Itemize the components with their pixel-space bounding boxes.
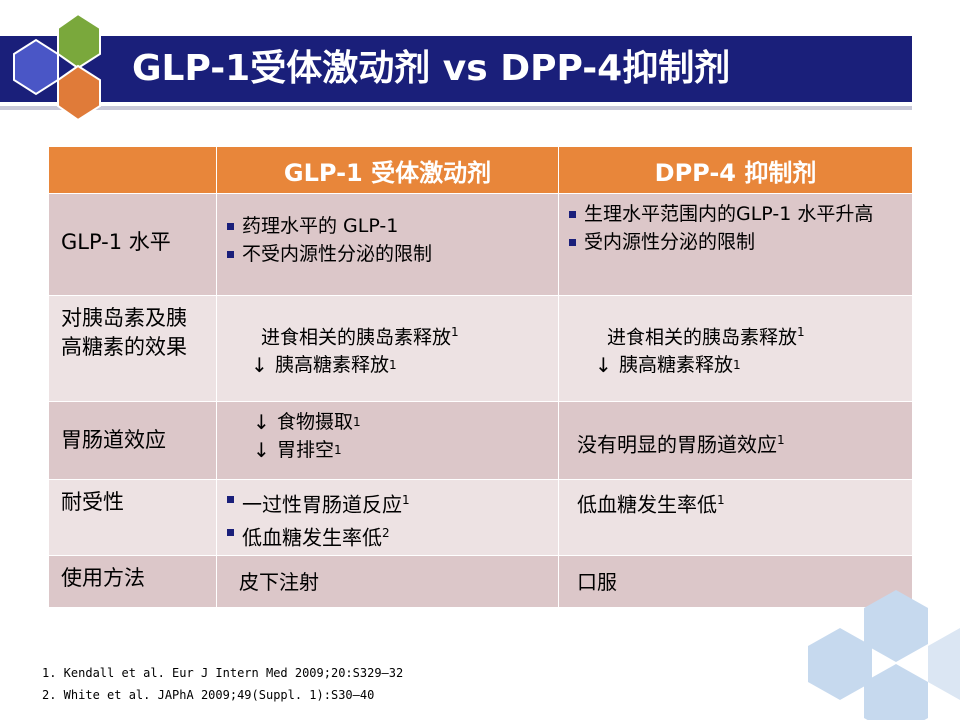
slide-title: GLP-1受体激动剂 vs DPP-4抑制剂 <box>132 48 731 89</box>
row-label-gi: 胃肠道效应 <box>48 401 217 480</box>
cell-dpp4-level: 生理水平范围内的GLP-1 水平升高 受内源性分泌的限制 <box>558 193 913 296</box>
comparison-table: GLP-1 受体激动剂 DPP-4 抑制剂 GLP-1 水平 药理水平的 GLP… <box>48 146 913 609</box>
list-item: 不受内源性分泌的限制 <box>227 240 550 268</box>
down-arrow-icon: ↓ <box>595 353 612 378</box>
bullet-icon <box>227 528 234 536</box>
bullet-icon <box>227 496 234 503</box>
list-item: 药理水平的 GLP-1 <box>227 212 550 240</box>
hexagon-light-1 <box>864 590 928 662</box>
cell-dpp4-insulin: 进食相关的胰岛素释放1 ↓ 胰高糖素释放 1 <box>558 295 913 402</box>
table-row: 耐受性 一过性胃肠道反应1 低血糖发生率低2 低血糖发生率低1 <box>48 478 913 557</box>
hexagon-orange <box>57 64 101 120</box>
hexagon-light-2 <box>808 628 872 700</box>
list-item: 生理水平范围内的GLP-1 水平升高 <box>569 200 904 228</box>
list-item: 一过性胃肠道反应1 <box>227 486 550 519</box>
bullet-icon <box>227 223 234 230</box>
cell-glp1-tolerance: 一过性胃肠道反应1 低血糖发生率低2 <box>216 478 559 557</box>
cell-dpp4-usage: 口服 <box>558 555 913 609</box>
down-arrow-icon: ↓ <box>253 438 270 462</box>
list-item: 进食相关的胰岛素释放1 <box>607 325 805 349</box>
cell-dpp4-tolerance: 低血糖发生率低1 <box>558 478 913 557</box>
table-row: 使用方法 皮下注射 口服 <box>48 555 913 609</box>
list-item: ↓ 食物摄取 1 <box>253 410 361 434</box>
header-dpp4: DPP-4 抑制剂 <box>558 146 913 194</box>
bullet-icon <box>227 251 234 258</box>
down-arrow-icon: ↓ <box>253 410 270 434</box>
references: 1. Kendall et al. Eur J Intern Med 2009;… <box>42 662 403 706</box>
list-item: 低血糖发生率低2 <box>227 519 550 552</box>
header-glp1: GLP-1 受体激动剂 <box>216 146 559 194</box>
row-label-insulin: 对胰岛素及胰高糖素的效果 <box>48 295 217 402</box>
cell-glp1-level: 药理水平的 GLP-1 不受内源性分泌的限制 <box>216 193 559 296</box>
hexagon-cluster-icon <box>13 12 101 120</box>
list-item: ↓ 胰高糖素释放 1 <box>595 353 741 378</box>
table-row: GLP-1 水平 药理水平的 GLP-1 不受内源性分泌的限制 生理水平范围内的… <box>48 193 913 296</box>
reference-2: 2. White et al. JAPhA 2009;49(Suppl. 1):… <box>42 688 375 702</box>
row-label-usage: 使用方法 <box>48 555 217 609</box>
bullet-icon <box>569 211 576 218</box>
list-item: ↓ 胃排空 1 <box>253 438 342 462</box>
table-row: 对胰岛素及胰高糖素的效果 进食相关的胰岛素释放1 ↓ 胰高糖素释放 1 进食相关的胰… <box>48 295 913 402</box>
down-arrow-icon: ↓ <box>251 353 268 378</box>
hexagon-green <box>57 12 101 70</box>
list-item: 受内源性分泌的限制 <box>569 228 904 256</box>
hexagon-blue <box>13 38 59 96</box>
reference-1: 1. Kendall et al. Eur J Intern Med 2009;… <box>42 666 404 680</box>
cell-glp1-insulin: 进食相关的胰岛素释放1 ↓ 胰高糖素释放 1 <box>216 295 559 402</box>
row-label-tolerance: 耐受性 <box>48 478 217 557</box>
header-empty <box>48 146 217 194</box>
cell-glp1-usage: 皮下注射 <box>216 555 559 609</box>
row-label-glp1-level: GLP-1 水平 <box>48 193 217 296</box>
bullet-icon <box>569 239 576 246</box>
table-row: 胃肠道效应 ↓ 食物摄取 1 ↓ 胃排空 1 没有明显的胃肠道效应1 <box>48 401 913 480</box>
cell-glp1-gi: ↓ 食物摄取 1 ↓ 胃排空 1 <box>216 401 559 480</box>
hexagon-light-4 <box>928 628 960 700</box>
cell-dpp4-gi: 没有明显的胃肠道效应1 <box>558 401 913 480</box>
list-item: ↓ 胰高糖素释放 1 <box>251 353 397 378</box>
hexagon-decoration-icon <box>808 590 960 720</box>
hexagon-light-3 <box>864 664 928 720</box>
title-bar <box>0 36 912 110</box>
list-item: 进食相关的胰岛素释放1 <box>261 325 459 349</box>
